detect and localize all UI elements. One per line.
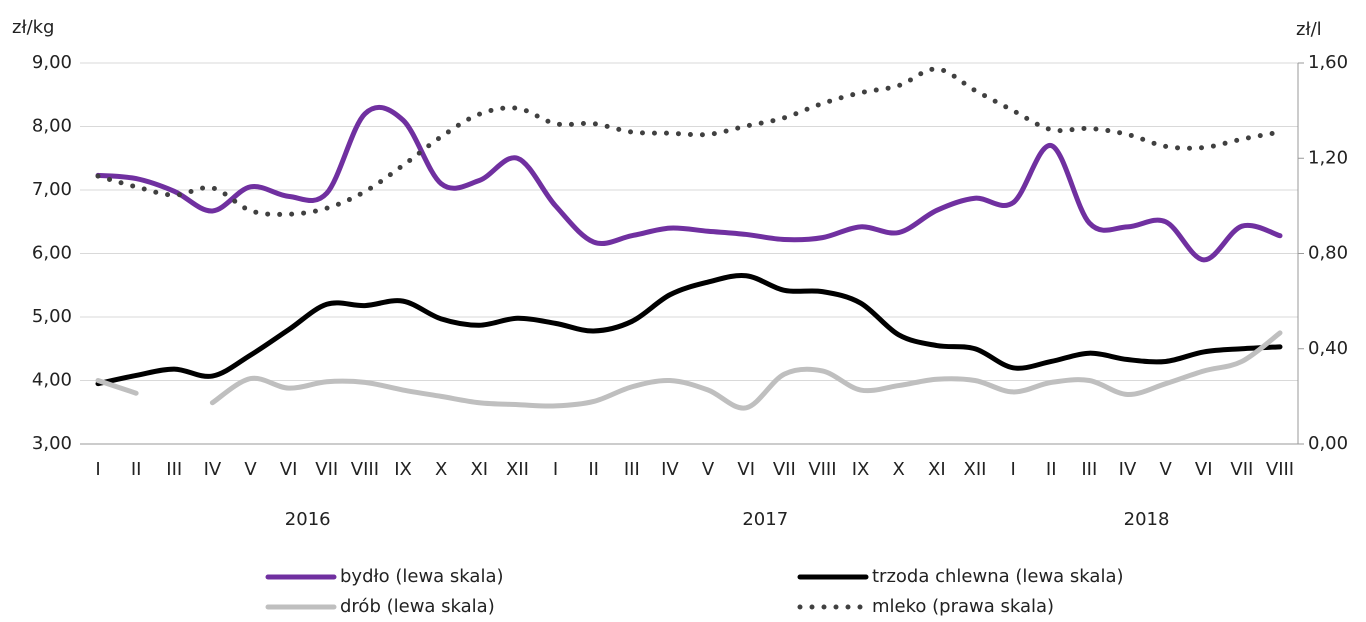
y2-tick-label: 0,40 xyxy=(1308,338,1348,359)
y2-tick-label: 0,00 xyxy=(1308,433,1348,454)
series-line xyxy=(95,272,1283,387)
x-tick-label: XII xyxy=(963,459,986,480)
y-unit-label: zł/kg xyxy=(12,17,54,38)
series-line xyxy=(95,104,1283,263)
x-tick-label: VII xyxy=(1230,459,1253,480)
x-tick-label: X xyxy=(893,459,905,480)
legend-label: mleko (prawa skala) xyxy=(872,596,1054,617)
y2-tick-label: 1,60 xyxy=(1308,52,1348,73)
x-tick-label: II xyxy=(131,459,142,480)
x-tick-label: I xyxy=(553,459,558,480)
legend-label: trzoda chlewna (lewa skala) xyxy=(872,566,1124,587)
y2-unit-label: zł/l xyxy=(1296,19,1322,40)
legend-label: bydło (lewa skala) xyxy=(340,566,504,587)
x-tick-label: VII xyxy=(773,459,796,480)
y2-tick-label: 0,80 xyxy=(1308,243,1348,264)
x-tick-label: V xyxy=(702,459,715,480)
x-tick-label: VIII xyxy=(1266,459,1294,480)
x-tick-label: IV xyxy=(1119,459,1137,480)
x-tick-label: XII xyxy=(506,459,529,480)
x-tick-label: XI xyxy=(928,459,946,480)
x-tick-label: III xyxy=(166,459,182,480)
x-tick-label: VII xyxy=(315,459,338,480)
y-tick-label: 7,00 xyxy=(32,179,72,200)
x-tick-label: III xyxy=(1081,459,1097,480)
x-tick-label: V xyxy=(1159,459,1172,480)
legend-label: drób (lewa skala) xyxy=(340,596,495,617)
x-tick-label: IX xyxy=(852,459,870,480)
y-tick-label: 6,00 xyxy=(32,243,72,264)
year-label: 2016 xyxy=(285,509,331,530)
y-tick-label: 4,00 xyxy=(32,370,72,391)
x-tick-label: I xyxy=(1010,459,1015,480)
x-tick-label: XI xyxy=(470,459,488,480)
y2-tick-label: 1,20 xyxy=(1308,147,1348,168)
y-tick-label: 8,00 xyxy=(32,116,72,137)
series-line xyxy=(95,66,1283,217)
x-tick-label: III xyxy=(624,459,640,480)
x-tick-label: II xyxy=(1046,459,1057,480)
x-tick-label: VI xyxy=(737,459,755,480)
year-label: 2018 xyxy=(1124,509,1170,530)
year-label: 2017 xyxy=(742,509,788,530)
x-tick-label: VI xyxy=(280,459,298,480)
x-tick-label: VIII xyxy=(808,459,836,480)
y-tick-label: 3,00 xyxy=(32,433,72,454)
x-tick-label: V xyxy=(244,459,257,480)
x-tick-label: VIII xyxy=(351,459,379,480)
series-line xyxy=(95,330,1283,411)
x-tick-label: II xyxy=(588,459,599,480)
x-tick-label: IV xyxy=(661,459,679,480)
y-tick-label: 5,00 xyxy=(32,306,72,327)
x-tick-label: VI xyxy=(1195,459,1213,480)
y-tick-label: 9,00 xyxy=(32,52,72,73)
x-tick-label: IV xyxy=(204,459,222,480)
x-tick-label: X xyxy=(435,459,447,480)
x-tick-label: I xyxy=(95,459,100,480)
x-tick-label: IX xyxy=(394,459,412,480)
